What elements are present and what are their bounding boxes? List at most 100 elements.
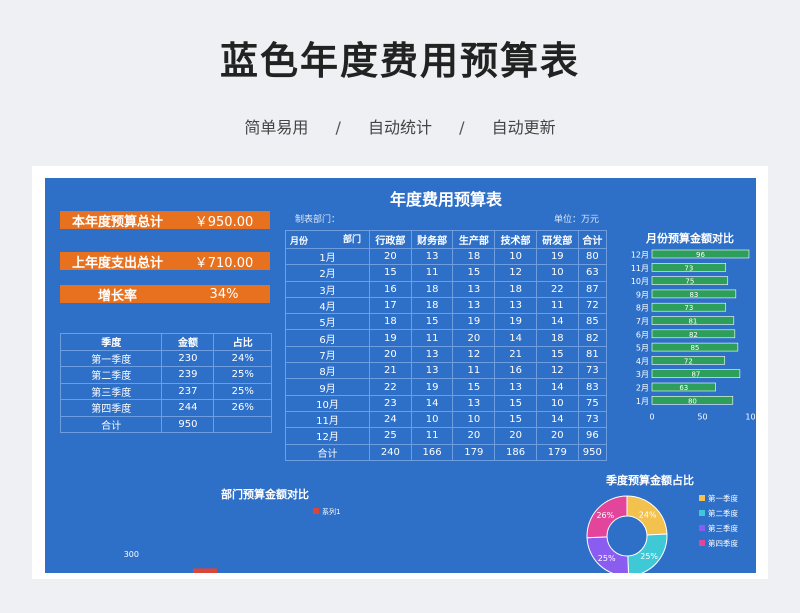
bar xyxy=(651,289,737,299)
table-cell: 25% xyxy=(213,382,272,400)
table-cell: 25 xyxy=(369,427,412,445)
legend-swatch xyxy=(699,510,705,516)
table-cell: 3月 xyxy=(285,280,370,298)
data-label: 63 xyxy=(679,384,688,392)
table-cell: 87 xyxy=(577,280,608,298)
table-cell: 23 xyxy=(369,394,412,412)
spreadsheet-preview: 本年度预算总计 ￥950.00 上年度支出总计 ￥710.00 增长率 34% … xyxy=(45,178,756,573)
bar xyxy=(651,249,750,259)
data-label: 73 xyxy=(684,304,693,312)
bar xyxy=(651,396,734,405)
data-label: 80 xyxy=(688,397,697,405)
category-label: 6月 xyxy=(636,330,649,339)
table-row: 1月 20 13 18 10 19 80 xyxy=(285,247,608,266)
data-label: 73 xyxy=(684,264,693,272)
legend-label: 第一季度 xyxy=(708,493,738,503)
category-label: 10月 xyxy=(631,277,649,286)
table-cell: 18 xyxy=(535,329,579,347)
table-cell: 2月 xyxy=(285,264,370,282)
table-cell: 10 xyxy=(494,247,537,266)
subtitle-separator: / xyxy=(335,118,341,137)
table-row: 合计 950 xyxy=(59,415,272,433)
table-cell: 15 xyxy=(494,410,537,429)
kpi-label: 增长率 xyxy=(98,288,138,304)
table-cell: 合计 xyxy=(285,443,370,461)
table-cell: 18 xyxy=(452,247,496,266)
subtitle-item: 自动统计 xyxy=(367,118,432,137)
table-cell: 13 xyxy=(494,378,537,396)
quarter-chart-title: 季度预算金额占比 xyxy=(606,474,694,487)
table-cell: 11 xyxy=(410,264,454,282)
kpi-value: ￥710.00 xyxy=(194,255,254,271)
table-cell: 21 xyxy=(369,362,412,380)
category-label: 1月 xyxy=(636,397,649,406)
data-label: 26% xyxy=(596,511,614,520)
table-cell: 13 xyxy=(452,296,496,315)
table-cell: 21 xyxy=(494,345,537,364)
pie-slice xyxy=(586,495,628,539)
subtitle-item: 简单易用 xyxy=(244,118,309,137)
tick-label: 300 xyxy=(124,550,139,559)
table-cell: 18 xyxy=(494,280,537,298)
table-cell: 12月 xyxy=(285,427,370,445)
kpi-growth-rate: 增长率 34% xyxy=(60,285,270,304)
table-cell: 13 xyxy=(452,280,496,298)
table-cell: 13 xyxy=(410,345,454,364)
table-cell: 15 xyxy=(452,264,496,282)
table-row: 10月 23 14 13 15 10 75 xyxy=(285,394,608,412)
data-label: 75 xyxy=(685,278,694,286)
tick-label: 50 xyxy=(697,413,707,422)
table-cell: 75 xyxy=(577,394,608,412)
table-row: 3月 16 18 13 18 22 87 xyxy=(285,280,608,298)
table-cell: 186 xyxy=(494,443,537,461)
table-header: 占比 xyxy=(213,333,272,351)
kpi-value: 34% xyxy=(209,286,239,302)
table-cell: 15 xyxy=(410,313,454,331)
table-cell: 24% xyxy=(213,349,272,367)
kpi-value: ￥950.00 xyxy=(194,214,254,230)
dept-chart-title: 部门预算金额对比 xyxy=(221,488,309,501)
category-label: 9月 xyxy=(636,290,649,299)
category-label: 7月 xyxy=(636,317,649,326)
table-cell: 85 xyxy=(577,313,608,331)
table-row: 7月 20 13 12 21 15 81 xyxy=(285,345,608,364)
table-cell: 10 xyxy=(410,410,454,429)
bar xyxy=(651,316,735,325)
table-row: 12月 25 11 20 20 20 96 xyxy=(285,427,608,445)
subtitle-row: 简单易用 / 自动统计 / 自动更新 xyxy=(0,114,800,138)
category-label: 8月 xyxy=(636,304,649,313)
table-cell: 11月 xyxy=(285,410,370,429)
legend-label: 第四季度 xyxy=(708,538,738,548)
tick-label: 100 xyxy=(745,413,756,422)
table-row: 第二季度 239 25% xyxy=(59,366,272,384)
main-table-title: 年度费用预算表 xyxy=(389,190,502,209)
table-cell: 16 xyxy=(369,280,412,298)
table-cell: 244 xyxy=(161,399,215,417)
bar xyxy=(651,263,727,272)
table-cell xyxy=(213,415,272,433)
table-cell: 11 xyxy=(410,329,454,347)
unit-label: 单位：万元 xyxy=(553,215,599,225)
bar xyxy=(651,276,729,285)
kpi-last-year-total: 上年度支出总计 ￥710.00 xyxy=(60,252,270,271)
legend-label: 第三季度 xyxy=(708,523,738,533)
table-cell: 25% xyxy=(213,366,272,384)
category-label: 5月 xyxy=(636,344,649,353)
table-cell: 73 xyxy=(577,410,608,429)
bar xyxy=(193,568,217,573)
table-cell: 15 xyxy=(452,378,496,396)
table-cell: 237 xyxy=(161,382,215,400)
category-label: 3月 xyxy=(636,370,649,379)
page-title: 蓝色年度费用预算表 xyxy=(219,39,580,83)
corner-month-label: 月份 xyxy=(290,237,309,247)
table-cell: 12 xyxy=(494,264,537,282)
table-cell: 240 xyxy=(369,443,412,461)
table-cell: 20 xyxy=(535,427,579,445)
table-cell: 18 xyxy=(410,296,454,315)
table-row: 9月 22 19 15 13 14 83 xyxy=(285,378,608,396)
table-cell: 950 xyxy=(161,415,215,433)
table-cell: 14 xyxy=(535,313,579,331)
table-cell: 19 xyxy=(494,313,537,331)
table-row: 11月 24 10 10 15 14 73 xyxy=(285,410,608,429)
category-label: 4月 xyxy=(636,357,649,366)
